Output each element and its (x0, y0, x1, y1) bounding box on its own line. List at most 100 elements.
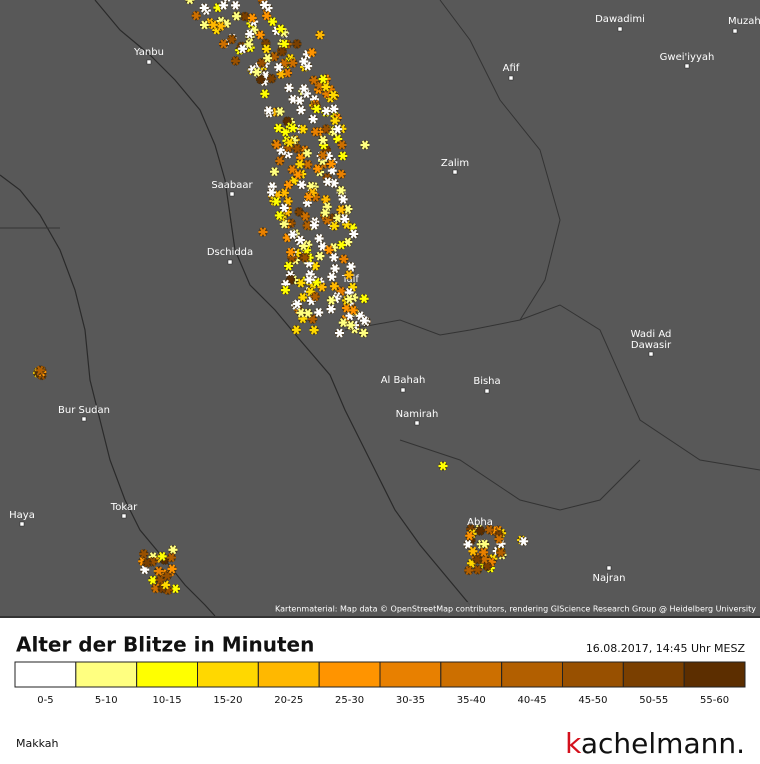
strike (208, 20, 218, 30)
legend-label: 0-5 (37, 695, 53, 706)
lightning-layer (33, 0, 529, 595)
strike (465, 531, 475, 541)
legend-swatch (622, 661, 685, 688)
logo: kachelmann. (565, 727, 745, 760)
city-label: Najran (593, 573, 626, 584)
legend-label: 55-60 (700, 695, 729, 706)
strike (472, 554, 482, 565)
strike (256, 74, 266, 84)
strike (321, 82, 331, 92)
legend-label: 10-15 (153, 695, 182, 706)
legend: 0-5 5-10 10-15 15-20 20-25 25-30 30-35 35-40 40-… (14, 661, 746, 706)
legend-swatch (440, 661, 503, 688)
strike (321, 194, 331, 205)
strike (252, 67, 262, 77)
strike (360, 140, 370, 150)
strike (304, 275, 314, 285)
strike (238, 44, 248, 54)
strike (324, 245, 334, 255)
strike (284, 261, 294, 271)
strike (302, 148, 312, 158)
strike (344, 270, 354, 280)
strike (494, 534, 504, 544)
logo-accent: k (565, 727, 582, 760)
strike (296, 278, 306, 288)
map-background (0, 0, 760, 616)
strike (326, 304, 336, 314)
legend-swatch (318, 661, 381, 688)
strike (277, 47, 287, 57)
strike (227, 34, 237, 44)
strike (496, 548, 506, 558)
strike (307, 47, 317, 58)
strike (155, 575, 165, 585)
strike (285, 138, 295, 148)
strike (267, 187, 277, 197)
city-label: Muzah (728, 16, 760, 27)
strike (321, 124, 331, 134)
strike (231, 56, 241, 66)
strike (191, 11, 201, 21)
city-label: Haya (9, 510, 35, 521)
strike (464, 565, 474, 575)
strike (359, 294, 369, 304)
strike (272, 140, 282, 150)
strike (323, 177, 333, 187)
strike (199, 3, 209, 13)
strike (291, 325, 301, 335)
strike (303, 159, 313, 170)
city-marker (617, 26, 623, 32)
city-marker (684, 63, 690, 69)
strike (139, 549, 149, 559)
strike (359, 328, 369, 338)
legend-label: 5-10 (95, 695, 118, 706)
strike (326, 159, 336, 169)
city-label: Afif (503, 63, 520, 74)
strike (257, 58, 267, 68)
legend-label: 30-35 (396, 695, 425, 706)
strike (200, 20, 209, 30)
strike (344, 294, 354, 304)
strike (286, 247, 296, 257)
strike (268, 17, 278, 27)
strike (274, 62, 284, 72)
strike (232, 11, 242, 21)
strike (329, 104, 339, 114)
borders (0, 0, 760, 511)
strike (273, 123, 283, 133)
strike (438, 461, 448, 471)
city-marker (452, 169, 458, 175)
strike (224, 0, 231, 2)
strike (288, 123, 298, 133)
strike (479, 547, 489, 557)
strike (288, 58, 298, 68)
city-label: Abha (467, 517, 493, 528)
city-marker (414, 420, 420, 426)
city-marker (484, 388, 490, 394)
strike (275, 106, 285, 117)
strike (157, 551, 167, 561)
strike (298, 292, 308, 303)
city-label: Zalim (441, 158, 469, 169)
strike (167, 564, 177, 574)
strike (334, 328, 344, 338)
strike (480, 539, 490, 549)
strike (269, 167, 279, 177)
strike (279, 188, 289, 198)
city-marker (19, 521, 25, 527)
city-label: Dschidda (207, 247, 253, 258)
strike (292, 144, 302, 154)
city-label: Bur Sudan (58, 405, 110, 416)
strike (274, 210, 284, 220)
strike (298, 124, 308, 134)
strike (297, 180, 307, 190)
strike (279, 39, 289, 49)
city-label: Al Bahah (381, 375, 426, 386)
city-marker (227, 259, 233, 265)
city-marker (400, 387, 406, 393)
strike (247, 13, 257, 23)
strike (260, 0, 270, 10)
region: Makkah (16, 737, 59, 750)
strike (280, 285, 290, 295)
